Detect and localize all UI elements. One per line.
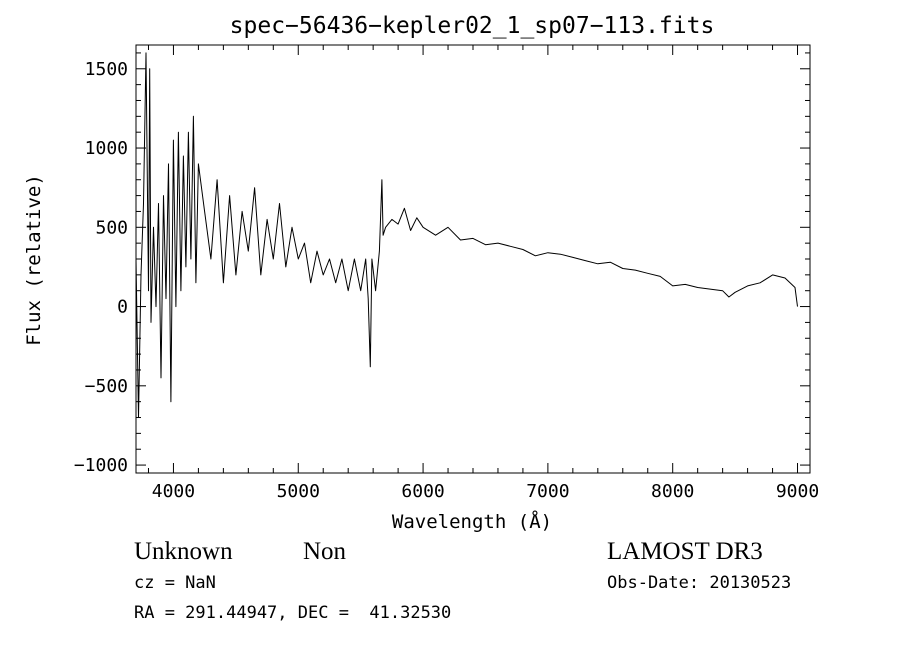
x-tick-label: 6000 — [401, 481, 444, 502]
object-class: Unknown — [134, 538, 233, 565]
coordinates: RA = 291.44947, DEC = 41.32530 — [134, 603, 452, 623]
obs-date: Obs-Date: 20130523 — [607, 573, 792, 593]
x-tick-label: 7000 — [526, 481, 569, 502]
spectrum-chart: spec−56436−kepler02_1_sp07−113.fits 4000… — [23, 13, 819, 533]
x-tick-label: 5000 — [277, 481, 320, 502]
y-tick-label: 500 — [95, 217, 128, 238]
x-tick-label: 8000 — [651, 481, 694, 502]
y-tick-label: −500 — [85, 376, 128, 397]
cz-value: cz = NaN — [134, 573, 216, 593]
spectrum-line — [135, 52, 798, 418]
y-axis-label: Flux (relative) — [23, 174, 45, 346]
y-tick-label: −1000 — [74, 455, 128, 476]
plot-area: 4000 5000 6000 7000 8000 9000 −1000 −500 0 500 100… — [74, 44, 819, 502]
x-tick-label: 4000 — [152, 481, 195, 502]
object-subclass: Non — [303, 538, 347, 565]
survey-name: LAMOST DR3 — [607, 538, 763, 565]
chart-title: spec−56436−kepler02_1_sp07−113.fits — [230, 13, 715, 39]
y-tick-label: 1500 — [85, 59, 128, 80]
x-tick-label: 9000 — [776, 481, 819, 502]
x-axis-label: Wavelength (Å) — [392, 510, 552, 533]
y-tick-label: 1000 — [85, 138, 128, 159]
y-tick-label: 0 — [117, 297, 128, 318]
